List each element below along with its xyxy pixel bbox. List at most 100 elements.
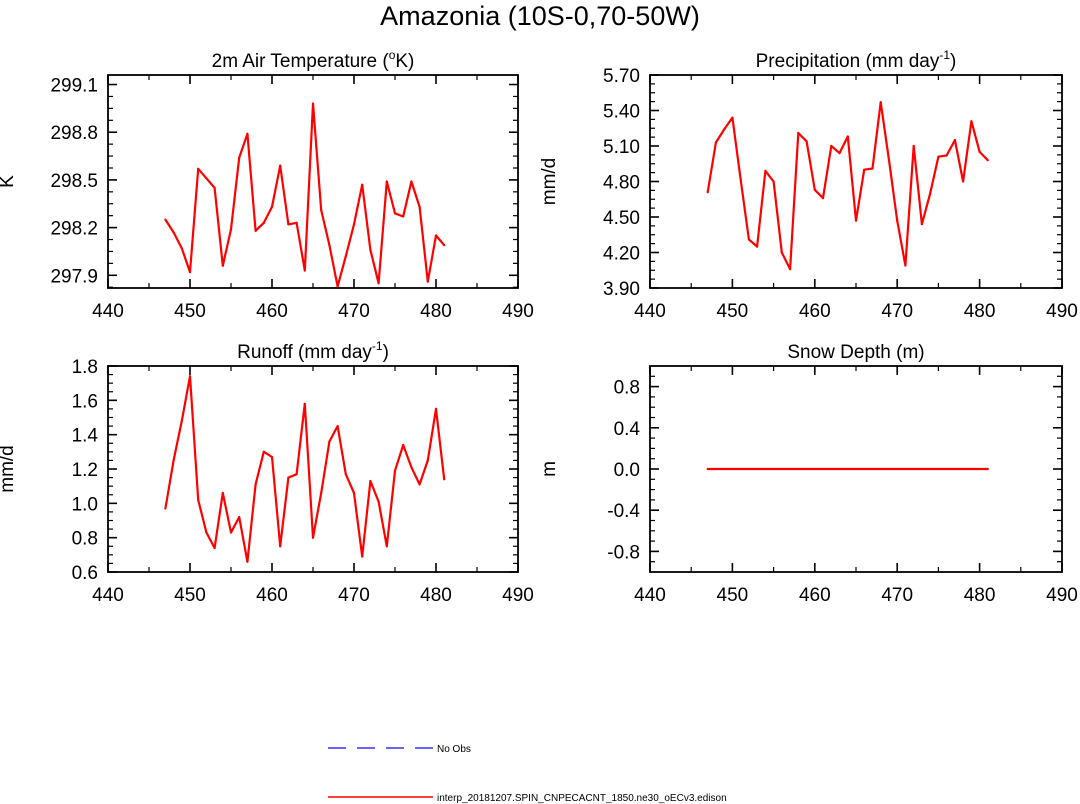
data-point <box>213 546 216 550</box>
data-point <box>377 500 380 503</box>
data-point <box>912 144 915 148</box>
data-point <box>393 469 397 472</box>
data-point <box>714 141 718 144</box>
panel-title-text: Precipitation (mm day <box>756 51 940 72</box>
data-point <box>402 215 405 218</box>
data-point <box>197 167 200 170</box>
data-point <box>246 132 249 135</box>
data-point <box>246 560 249 563</box>
panel-title: Snow Depth (m) <box>787 342 924 363</box>
x-tick-label: 450 <box>174 301 206 322</box>
y-axis-label: m <box>539 461 560 477</box>
data-point <box>361 555 364 558</box>
panel-title: 2m Air Temperature (oK) <box>212 48 415 72</box>
x-tick-label: 490 <box>502 301 534 322</box>
x-tick-label: 490 <box>1046 301 1078 322</box>
data-point <box>410 180 413 183</box>
data-point <box>747 238 751 241</box>
y-tick-label: 297.9 <box>50 266 98 287</box>
data-point <box>443 244 446 247</box>
data-point <box>328 440 331 443</box>
x-tick-label: 480 <box>420 301 452 322</box>
y-tick-label: 1.8 <box>72 357 98 378</box>
panel-title-superscript: -1 <box>939 48 950 62</box>
data-point <box>262 221 265 224</box>
y-tick-label: 0.8 <box>72 529 98 550</box>
x-tick-label: 480 <box>964 585 996 606</box>
data-point <box>797 467 800 471</box>
data-point <box>920 467 924 471</box>
data-point <box>896 219 899 222</box>
data-point <box>723 467 726 471</box>
y-tick-label: 298.5 <box>50 171 98 192</box>
data-point <box>352 491 356 495</box>
data-point <box>336 285 339 288</box>
data-point <box>846 467 849 471</box>
data-point <box>789 467 792 471</box>
data-point <box>747 467 751 471</box>
y-tick-label: 4.20 <box>603 244 640 265</box>
panel-runoff: Runoff (mm day-1) mm/d 440 450 460 470 480 490 0… <box>0 339 534 606</box>
x-tick-label: 460 <box>256 301 288 322</box>
data-point <box>344 255 347 258</box>
data-point <box>197 498 200 501</box>
data-point <box>887 159 891 162</box>
data-point <box>238 156 241 159</box>
data-point <box>871 167 874 170</box>
x-tick-label: 440 <box>634 301 666 322</box>
data-point <box>854 467 858 471</box>
y-tick-label: 1.0 <box>72 494 98 515</box>
data-point <box>180 419 183 422</box>
y-tick-label: 5.40 <box>603 102 640 123</box>
data-point <box>805 467 808 471</box>
data-point <box>706 467 709 471</box>
data-point <box>937 155 940 158</box>
data-point <box>434 234 438 237</box>
data-point <box>929 192 932 195</box>
y-tick-label: 298.8 <box>50 123 98 144</box>
data-point <box>188 271 192 274</box>
y-tick-label: 5.70 <box>603 66 640 87</box>
data-point <box>279 164 282 167</box>
data-point <box>871 467 874 471</box>
data-point <box>229 531 233 534</box>
data-point <box>772 180 775 183</box>
data-point <box>945 154 948 157</box>
data-point <box>739 467 742 471</box>
data-point <box>385 180 388 183</box>
panel-title: Runoff (mm day-1) <box>237 339 389 363</box>
data-point <box>821 467 825 471</box>
data-point <box>402 443 405 447</box>
y-tick-label: 0.0 <box>614 460 640 481</box>
data-point <box>303 402 306 405</box>
y-tick-label: 4.50 <box>603 208 640 229</box>
data-point <box>929 467 932 471</box>
data-point <box>344 473 347 476</box>
data-point <box>986 159 989 162</box>
data-point <box>311 536 315 539</box>
x-tick-label: 470 <box>881 301 913 322</box>
data-point <box>863 467 866 471</box>
data-point <box>764 169 767 172</box>
data-point <box>385 545 388 548</box>
data-point <box>443 478 446 481</box>
data-point <box>731 467 734 471</box>
figure-title: Amazonia (10S-0,70-50W) <box>380 1 700 31</box>
data-point <box>410 466 413 469</box>
y-tick-label: 0.4 <box>614 419 641 440</box>
data-point <box>352 223 356 226</box>
data-point <box>854 219 858 222</box>
y-tick-label: 1.4 <box>72 426 99 447</box>
data-point <box>270 205 274 208</box>
data-point <box>164 507 167 510</box>
data-point <box>970 120 973 123</box>
data-point <box>962 180 965 183</box>
data-point <box>164 218 167 221</box>
x-tick-label: 490 <box>1046 585 1078 606</box>
data-point <box>813 188 816 191</box>
data-point <box>937 467 940 471</box>
data-point <box>896 467 899 471</box>
y-tick-label: 1.6 <box>72 391 98 412</box>
data-point <box>739 178 742 181</box>
